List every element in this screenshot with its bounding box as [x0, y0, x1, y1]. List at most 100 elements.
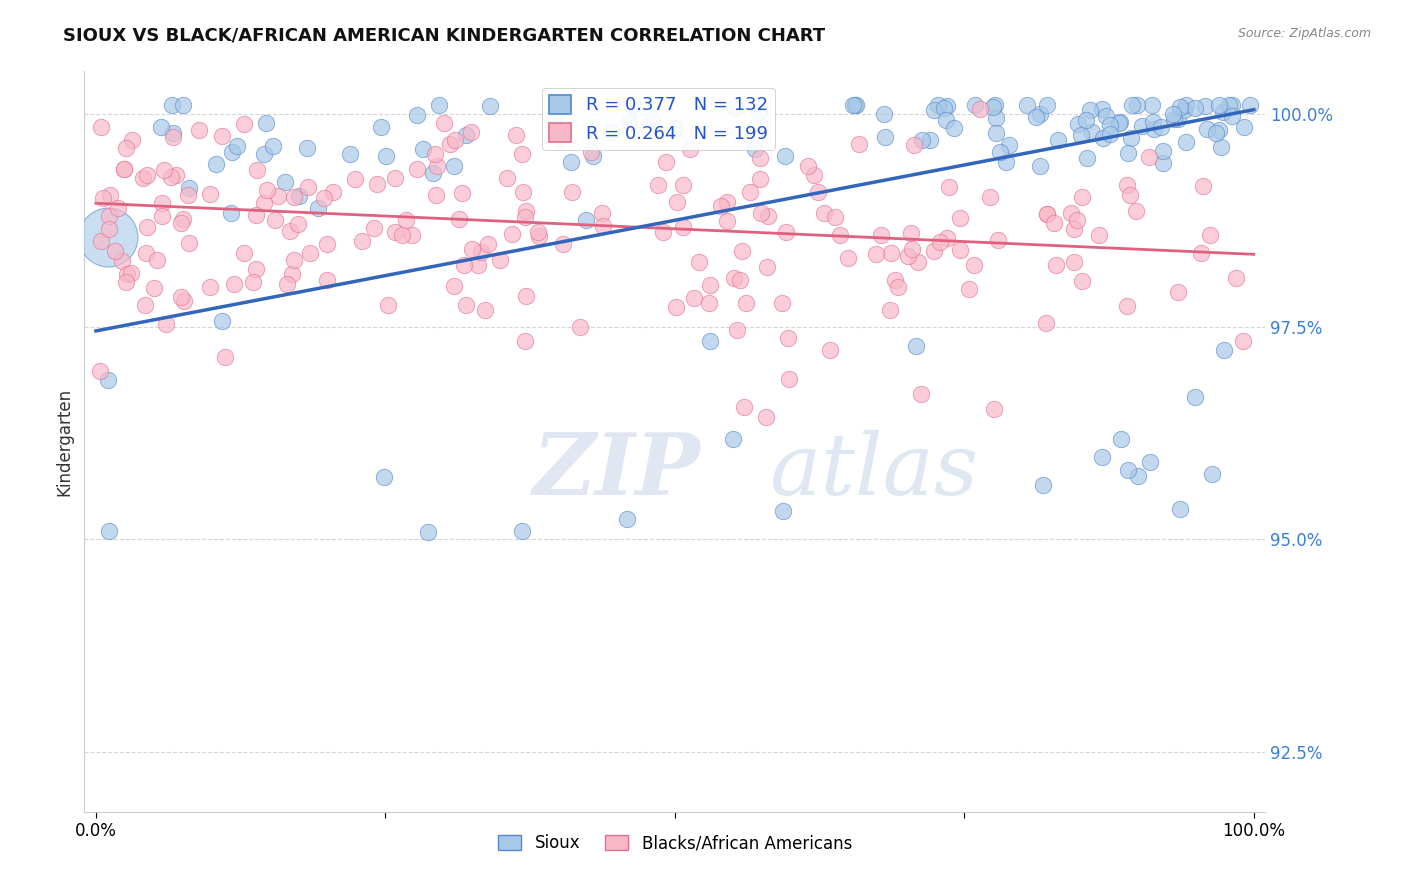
Point [453, 258, 475, 272]
Point [591, 206, 613, 220]
Point [104, 244, 127, 259]
Point [253, 147, 276, 161]
Point [211, 314, 233, 328]
Point [647, 178, 669, 192]
Point [848, 137, 870, 152]
Point [1161, 107, 1184, 121]
Point [621, 98, 644, 112]
Point [879, 302, 901, 317]
Point [723, 271, 745, 285]
Point [924, 103, 946, 117]
Point [1094, 109, 1116, 123]
Point [935, 112, 957, 127]
Point [143, 280, 166, 294]
Point [1091, 102, 1114, 116]
Point [984, 98, 1007, 112]
Point [813, 206, 835, 220]
Point [1098, 127, 1121, 141]
Point [377, 298, 399, 312]
Point [454, 298, 477, 312]
Point [1191, 246, 1213, 260]
Point [114, 275, 136, 289]
Point [495, 170, 517, 185]
Point [1070, 128, 1092, 142]
Point [897, 249, 920, 263]
Point [903, 137, 925, 152]
Point [1116, 178, 1139, 192]
Point [221, 205, 243, 219]
Point [512, 147, 534, 161]
Point [112, 162, 135, 177]
Point [501, 227, 523, 241]
Point [733, 400, 755, 414]
Point [751, 206, 773, 220]
Point [454, 128, 477, 142]
Point [1035, 317, 1057, 331]
Point [772, 504, 794, 518]
Point [162, 130, 184, 145]
Point [928, 235, 950, 250]
Point [1205, 127, 1227, 141]
Point [155, 317, 177, 331]
Point [412, 142, 434, 156]
Point [949, 243, 972, 257]
Point [98, 188, 121, 202]
Point [478, 98, 501, 112]
Point [245, 208, 267, 222]
Point [1109, 115, 1132, 129]
Point [1184, 101, 1206, 115]
Point [672, 178, 695, 193]
Point [312, 191, 335, 205]
Point [477, 236, 499, 251]
Point [443, 159, 465, 173]
Point [824, 210, 846, 224]
Point [1119, 188, 1142, 202]
Point [98, 524, 121, 538]
Point [461, 242, 484, 256]
Point [883, 273, 905, 287]
Point [214, 350, 236, 364]
Point [89, 364, 111, 378]
Point [245, 262, 267, 277]
Point [470, 245, 492, 260]
Point [267, 189, 290, 203]
Point [830, 227, 852, 242]
Point [401, 227, 423, 242]
Point [1225, 271, 1247, 285]
Point [460, 125, 482, 139]
Point [1212, 105, 1234, 120]
Point [724, 101, 747, 115]
Point [1218, 98, 1240, 112]
Point [935, 231, 957, 245]
Point [1168, 100, 1191, 114]
Point [998, 138, 1021, 153]
Point [1088, 228, 1111, 243]
Point [1116, 146, 1139, 161]
Point [807, 185, 830, 199]
Point [97, 373, 120, 387]
Point [775, 225, 797, 239]
Point [515, 288, 537, 302]
Point [90, 120, 112, 134]
Point [226, 139, 249, 153]
Point [204, 157, 226, 171]
Point [449, 212, 471, 227]
Point [246, 163, 269, 178]
Text: SIOUX VS BLACK/AFRICAN AMERICAN KINDERGARTEN CORRELATION CHART: SIOUX VS BLACK/AFRICAN AMERICAN KINDERGA… [63, 27, 825, 45]
Point [406, 108, 429, 122]
Point [987, 233, 1010, 247]
Point [1128, 469, 1150, 483]
Point [96, 230, 118, 244]
Point [97, 222, 120, 236]
Point [370, 120, 392, 135]
Point [873, 106, 896, 120]
Point [592, 219, 614, 233]
Point [1211, 139, 1233, 153]
Point [173, 293, 195, 308]
Point [373, 469, 395, 483]
Point [1174, 98, 1197, 112]
Point [553, 237, 575, 252]
Point [513, 210, 536, 224]
Point [423, 147, 446, 161]
Point [426, 159, 449, 173]
